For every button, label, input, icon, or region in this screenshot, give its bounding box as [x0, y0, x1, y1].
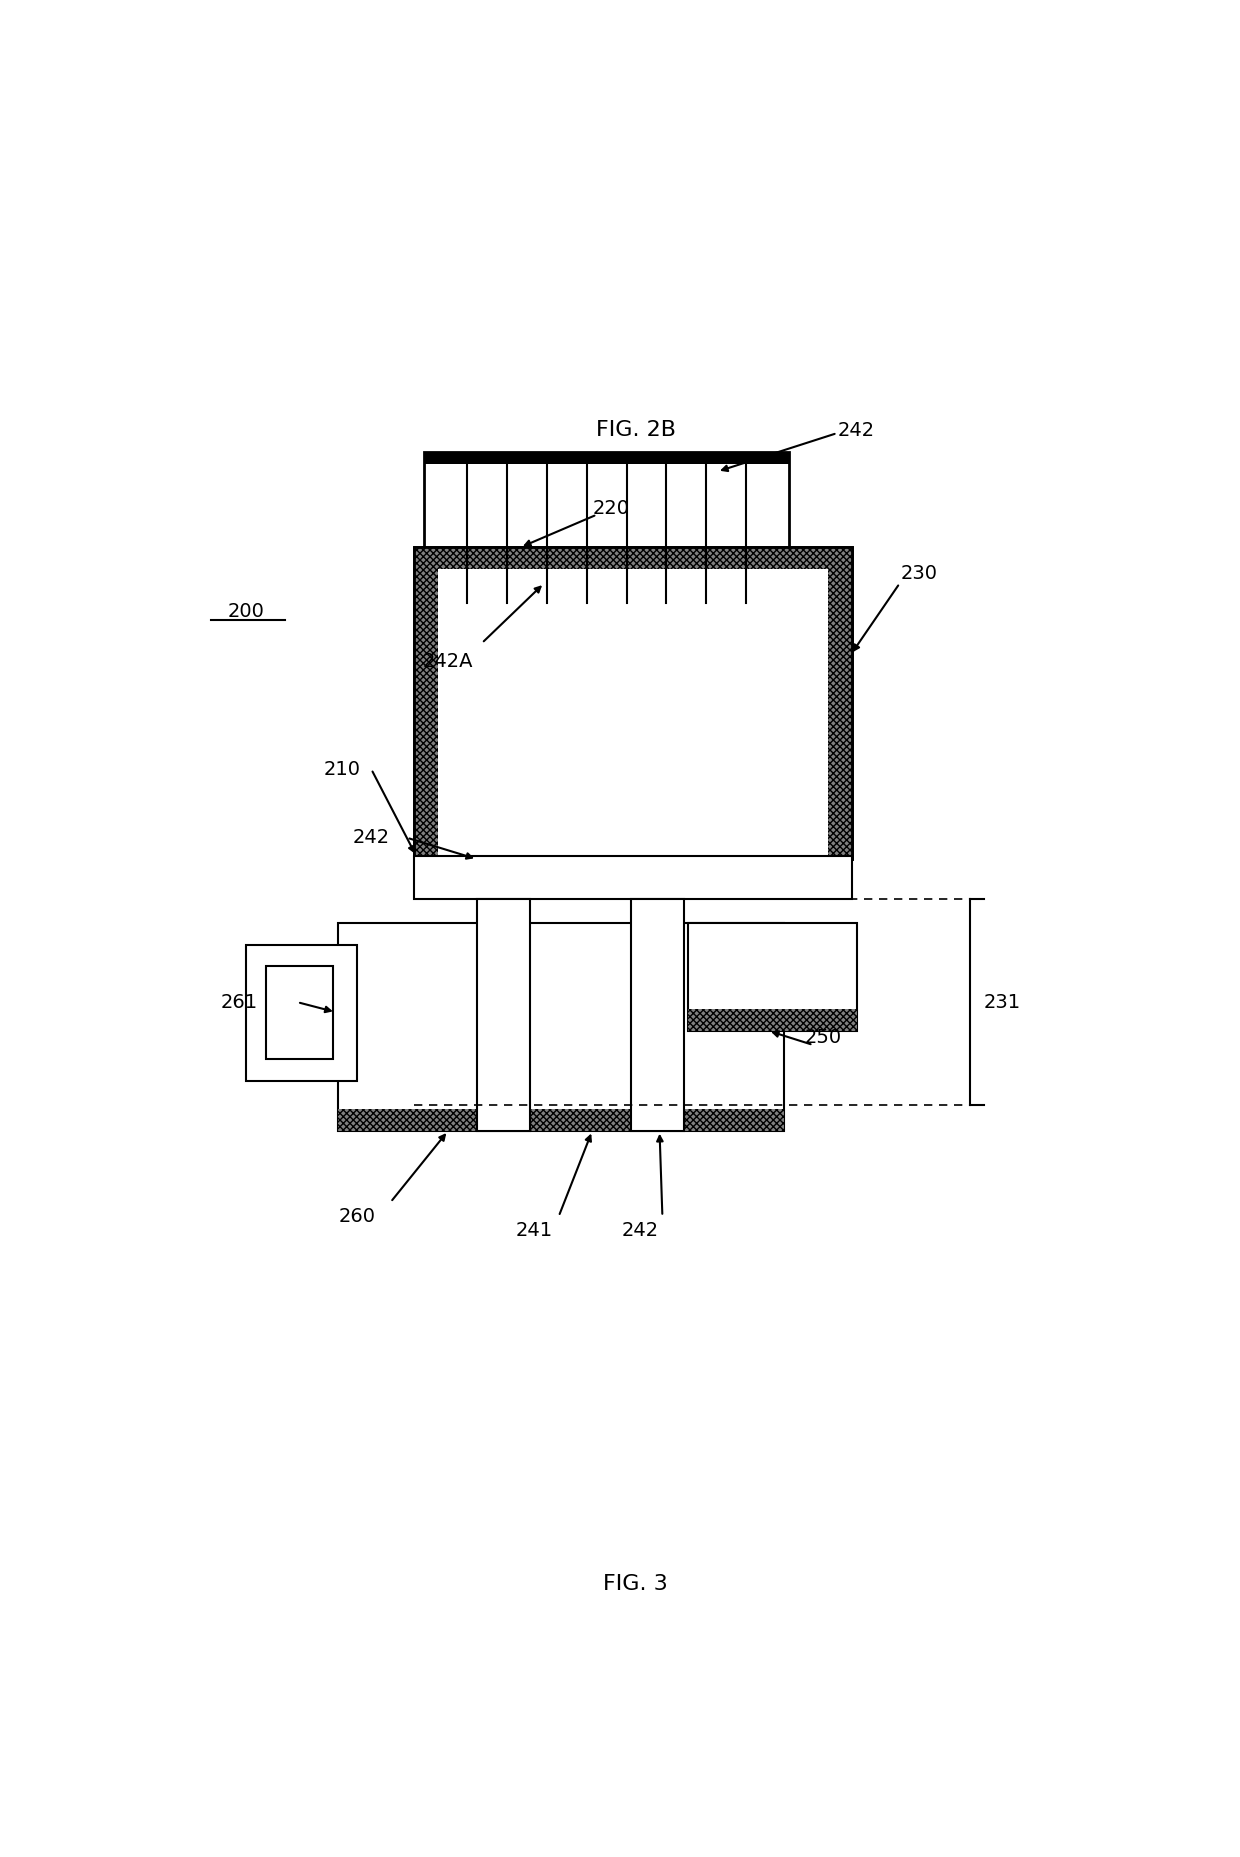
Bar — [337, 923, 785, 1131]
Text: 210: 210 — [324, 760, 361, 778]
Text: 242A: 242A — [423, 652, 474, 670]
Bar — [414, 548, 852, 568]
Text: 220: 220 — [593, 500, 630, 518]
Bar — [631, 899, 683, 1131]
Text: 242: 242 — [621, 1222, 658, 1240]
Text: 241: 241 — [516, 1222, 553, 1240]
Bar — [424, 451, 789, 617]
Bar — [414, 548, 439, 860]
Text: FIG. 3: FIG. 3 — [603, 1575, 668, 1593]
Text: 242: 242 — [838, 422, 875, 440]
Text: FIG. 2B: FIG. 2B — [595, 420, 676, 440]
Text: 230: 230 — [900, 565, 937, 583]
Bar — [414, 856, 852, 899]
Bar — [424, 451, 789, 464]
Bar — [337, 1109, 785, 1131]
Text: 242: 242 — [352, 828, 389, 847]
Bar — [424, 604, 789, 617]
Bar — [688, 1010, 857, 1031]
Bar — [265, 966, 332, 1058]
Text: 200: 200 — [228, 602, 264, 622]
Bar — [414, 548, 852, 860]
Text: 231: 231 — [983, 993, 1021, 1012]
Bar — [477, 899, 529, 1131]
Bar — [828, 548, 852, 860]
Text: 260: 260 — [339, 1207, 376, 1226]
Text: 261: 261 — [221, 993, 258, 1012]
Bar — [247, 945, 357, 1081]
Text: 250: 250 — [805, 1029, 842, 1047]
Bar — [414, 548, 852, 860]
Bar — [688, 923, 857, 1031]
